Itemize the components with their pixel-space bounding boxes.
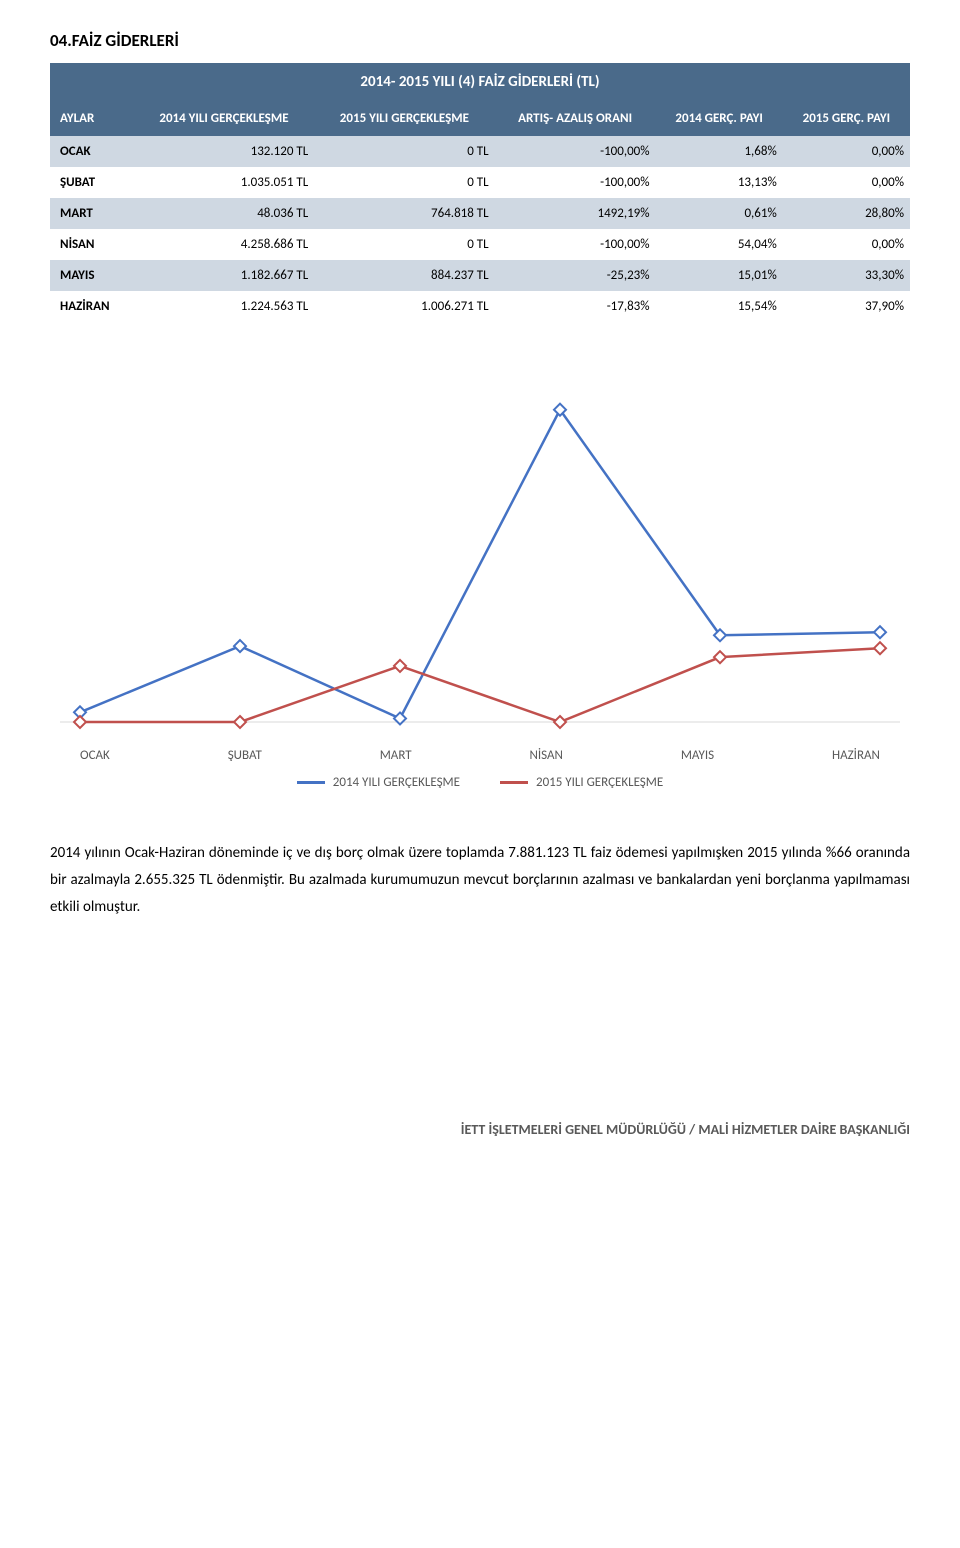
table-row: NİSAN4.258.686 TL0 TL-100,00%54,04%0,00% [50,229,910,260]
table-cell: 764.818 TL [314,198,494,229]
table-cell: 13,13% [656,167,783,198]
body-paragraph: 2014 yılının Ocak-Haziran döneminde iç v… [50,840,910,921]
table-cell: 37,90% [783,291,910,322]
chart-x-label: ŞUBAT [228,748,262,763]
chart-marker [394,660,406,672]
table-cell: 132.120 TL [134,136,314,167]
chart-marker [554,716,566,728]
table-cell: 0 TL [314,167,494,198]
table-cell: 1.224.563 TL [134,291,314,322]
table-row: OCAK132.120 TL0 TL-100,00%1,68%0,00% [50,136,910,167]
table-cell: 1492,19% [495,198,656,229]
table-header-cell: 2014 YILI GERÇEKLEŞME [134,101,314,136]
chart-marker [234,640,246,652]
table-cell: -100,00% [495,229,656,260]
table-title: 2014- 2015 YILI (4) FAİZ GİDERLERİ (TL) [50,63,910,101]
table-cell: 4.258.686 TL [134,229,314,260]
chart-marker [74,716,86,728]
table-cell: 1,68% [656,136,783,167]
table-cell: 0 TL [314,229,494,260]
chart-x-axis-labels: OCAK ŞUBAT MART NİSAN MAYIS HAZİRAN [50,742,910,763]
chart-line [80,648,880,722]
legend-swatch [500,781,528,784]
chart-x-label: HAZİRAN [832,748,880,763]
table-cell: 28,80% [783,198,910,229]
table-header-cell: 2015 YILI GERÇEKLEŞME [314,101,494,136]
table-row: ŞUBAT1.035.051 TL0 TL-100,00%13,13%0,00% [50,167,910,198]
table-cell: 0,00% [783,136,910,167]
table-cell: 0,61% [656,198,783,229]
legend-label: 2015 YILI GERÇEKLEŞME [536,775,663,790]
table-cell: 15,54% [656,291,783,322]
table-cell: 0,00% [783,229,910,260]
chart-x-label: MART [380,748,412,763]
table-cell: 1.182.667 TL [134,260,314,291]
legend-item: 2014 YILI GERÇEKLEŞME [297,775,460,790]
chart-legend: 2014 YILI GERÇEKLEŞME 2015 YILI GERÇEKLEŞ… [50,775,910,790]
table-cell: MART [50,198,134,229]
table-header-cell: 2014 GERÇ. PAYI [656,101,783,136]
table-cell: 1.035.051 TL [134,167,314,198]
table-cell: ŞUBAT [50,167,134,198]
chart-marker [394,712,406,724]
table-cell: MAYIS [50,260,134,291]
chart-marker [874,642,886,654]
chart-x-label: OCAK [80,748,110,763]
page-footer: İETT İŞLETMELERİ GENEL MÜDÜRLÜĞÜ / MALİ … [50,1121,910,1138]
table-cell: -100,00% [495,136,656,167]
table-cell: -17,83% [495,291,656,322]
table-cell: 1.006.271 TL [314,291,494,322]
chart-marker [234,716,246,728]
table-header-cell: AYLAR [50,101,134,136]
table-row: MAYIS1.182.667 TL884.237 TL-25,23%15,01%… [50,260,910,291]
table-header-cell: 2015 GERÇ. PAYI [783,101,910,136]
chart-x-label: NİSAN [529,748,562,763]
table-cell: 0,00% [783,167,910,198]
table-cell: OCAK [50,136,134,167]
table-cell: 33,30% [783,260,910,291]
legend-item: 2015 YILI GERÇEKLEŞME [500,775,663,790]
chart-marker [714,651,726,663]
legend-label: 2014 YILI GERÇEKLEŞME [333,775,460,790]
section-title: 04.FAİZ GİDERLERİ [50,30,910,51]
table-cell: 884.237 TL [314,260,494,291]
legend-swatch [297,781,325,784]
table-cell: -100,00% [495,167,656,198]
table-cell: 15,01% [656,260,783,291]
table-header-cell: ARTIŞ- AZALIŞ ORANI [495,101,656,136]
table-cell: NİSAN [50,229,134,260]
chart-line [80,410,880,719]
table-row: HAZİRAN1.224.563 TL1.006.271 TL-17,83%15… [50,291,910,322]
chart-x-label: MAYIS [681,748,714,763]
table-cell: 54,04% [656,229,783,260]
table-cell: -25,23% [495,260,656,291]
table-cell: 48.036 TL [134,198,314,229]
table-cell: 0 TL [314,136,494,167]
table-row: MART48.036 TL764.818 TL1492,19%0,61%28,8… [50,198,910,229]
data-table: AYLAR2014 YILI GERÇEKLEŞME2015 YILI GERÇ… [50,101,910,322]
table-cell: HAZİRAN [50,291,134,322]
chart-marker [874,626,886,638]
line-chart: OCAK ŞUBAT MART NİSAN MAYIS HAZİRAN 2014 YILI… [50,382,910,790]
